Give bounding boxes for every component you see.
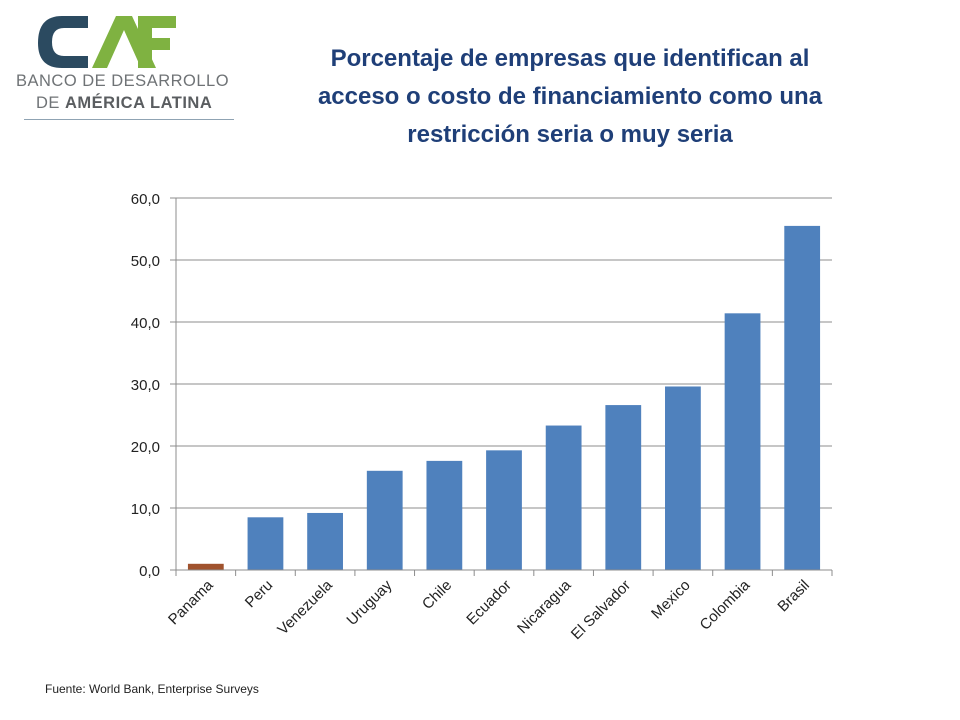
y-tick-label: 60,0 xyxy=(131,191,160,208)
logo-divider xyxy=(24,119,234,120)
logo-letter-c xyxy=(38,16,88,68)
logo-line-2-bold: AMÉRICA LATINA xyxy=(65,94,213,112)
x-tick-label: Venezuela xyxy=(274,576,336,638)
x-tick-label: Uruguay xyxy=(343,576,395,628)
logo-line-2: DE AMÉRICA LATINA xyxy=(36,94,212,113)
x-tick-label: Panama xyxy=(165,576,217,628)
bar-venezuela xyxy=(307,512,343,570)
y-tick-label: 30,0 xyxy=(131,377,160,394)
logo-line-1: BANCO DE DESARROLLO xyxy=(16,72,230,90)
bar-nicaragua xyxy=(545,425,582,570)
x-tick-label: Mexico xyxy=(648,577,694,623)
bar-brasil xyxy=(784,225,821,570)
bar-mexico xyxy=(665,386,701,570)
caf-logo: BANCO DE DESARROLLO DE AMÉRICA LATINA xyxy=(10,10,240,125)
bar-panama xyxy=(187,563,224,570)
x-tick-label: El Salvador xyxy=(568,577,634,643)
y-tick-label: 10,0 xyxy=(131,501,160,518)
bar-uruguay xyxy=(366,470,403,570)
logo-line-2-prefix: DE xyxy=(36,94,66,112)
y-tick-label: 40,0 xyxy=(131,315,160,332)
x-tick-label: Nicaragua xyxy=(514,576,575,637)
y-tick-label: 50,0 xyxy=(131,253,160,270)
x-tick-label: Ecuador xyxy=(463,577,515,629)
bar-peru xyxy=(247,517,284,570)
x-tick-label: Colombia xyxy=(697,576,754,633)
chart-title: Porcentaje de empresas que identifican a… xyxy=(317,45,823,148)
bar-el-salvador xyxy=(605,405,642,570)
x-tick-label: Chile xyxy=(419,577,455,613)
x-tick-label: Peru xyxy=(242,577,276,611)
bar-chile xyxy=(426,460,463,570)
bar-colombia xyxy=(724,313,761,570)
y-tick-label: 20,0 xyxy=(131,439,160,456)
source-note: Fuente: World Bank, Enterprise Surveys xyxy=(45,682,259,696)
bar-ecuador xyxy=(486,450,522,570)
caf-logo-mark xyxy=(38,16,176,68)
x-tick-label: Brasil xyxy=(774,577,813,616)
y-tick-label: 0,0 xyxy=(139,563,160,580)
logo-letter-f xyxy=(138,16,176,68)
